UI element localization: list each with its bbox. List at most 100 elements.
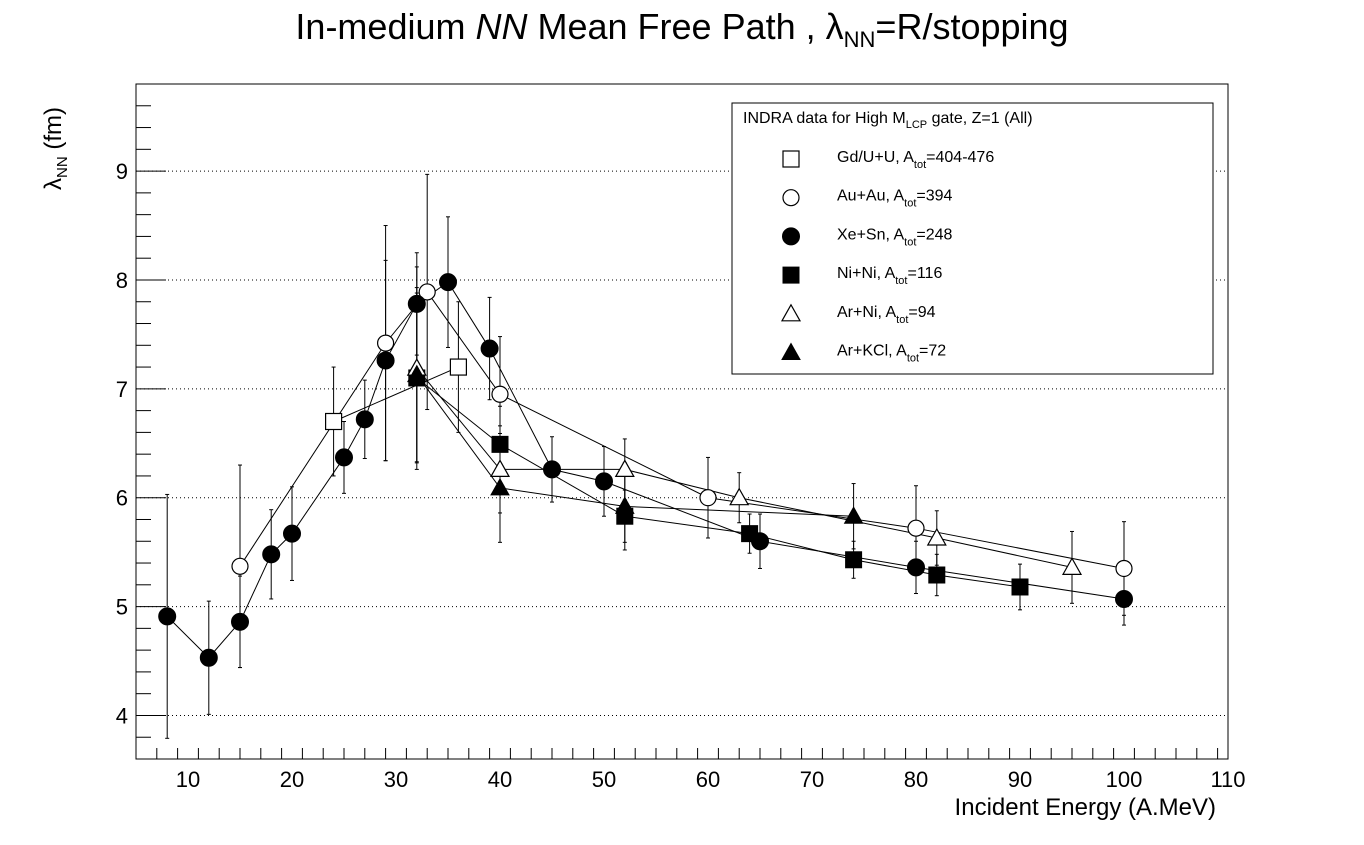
legend-label-value: =94 bbox=[908, 304, 935, 321]
legend-label-xe-sn: Xe+Sn, Atot=248 bbox=[837, 226, 953, 248]
x-tick-label: 10 bbox=[176, 767, 200, 792]
legend-label-value: =72 bbox=[919, 343, 946, 360]
legend-label-text: Gd/U+U, A bbox=[837, 149, 914, 166]
x-axis-label: Incident Energy (A.MeV) bbox=[954, 794, 1216, 821]
title-italic: NN bbox=[475, 6, 528, 47]
legend-label-text: Ar+Ni, A bbox=[837, 304, 896, 321]
y-tick-label: 7 bbox=[116, 377, 128, 402]
axes: 10 20 30 40 50 60 70 80 90 100 110 4 5 6 7 8 9 bbox=[116, 83, 1246, 792]
data-point-xe-sn bbox=[407, 294, 426, 313]
legend-label-ar-kcl: Ar+KCl, Atot=72 bbox=[837, 343, 946, 365]
data-point-ar-ni bbox=[729, 487, 750, 506]
data-point-au-au bbox=[699, 489, 717, 507]
legend-label-gd-u-u: Gd/U+U, Atot=404-476 bbox=[837, 149, 994, 171]
title-prefix: In-medium bbox=[295, 6, 476, 47]
data-point-xe-sn bbox=[1115, 589, 1133, 608]
legend-label-value: =116 bbox=[907, 265, 942, 282]
data-point-au-au bbox=[377, 334, 395, 352]
legend: INDRA data for High MLCP gate, Z=1 (All)… bbox=[731, 102, 1214, 375]
data-point-ni-ni bbox=[491, 435, 509, 453]
legend-header-suffix: gate, Z=1 (All) bbox=[927, 110, 1032, 127]
x-tick-label: 80 bbox=[904, 767, 928, 792]
y-tick-label: 4 bbox=[116, 703, 128, 728]
legend-marker-au-au bbox=[782, 189, 800, 207]
data-point-ni-ni bbox=[928, 566, 946, 584]
series-line-ni-ni bbox=[416, 377, 1021, 588]
y-tick-label: 9 bbox=[116, 159, 128, 184]
legend-label-sub: tot bbox=[907, 353, 919, 365]
legend-label-sub: tot bbox=[896, 314, 908, 326]
data-point-xe-sn bbox=[480, 339, 499, 358]
data-point-xe-sn bbox=[543, 460, 561, 479]
title-lambda: λ bbox=[825, 6, 844, 47]
data-point-ar-kcl bbox=[614, 496, 635, 514]
data-point-gd-u-u bbox=[449, 358, 467, 376]
data-point-ni-ni bbox=[741, 525, 759, 543]
data-point-xe-sn bbox=[231, 612, 249, 631]
data-point-xe-sn bbox=[376, 351, 395, 370]
data-point-xe-sn bbox=[355, 410, 374, 429]
data-point-ar-kcl bbox=[406, 364, 427, 383]
series-line-xe-sn bbox=[166, 281, 1125, 659]
series-line-ar-ni bbox=[416, 367, 1073, 568]
title-middle: Mean Free Path , bbox=[527, 6, 826, 47]
plot-frame bbox=[135, 83, 1229, 760]
legend-box bbox=[731, 102, 1214, 375]
data-point-xe-sn bbox=[335, 448, 353, 467]
data-point-au-au bbox=[1115, 559, 1133, 578]
x-tick-label: 90 bbox=[1008, 767, 1032, 792]
series-line-gd-u-u bbox=[333, 366, 459, 422]
data-points bbox=[158, 273, 1133, 667]
x-tick-label: 70 bbox=[800, 767, 824, 792]
legend-label-sub: tot bbox=[914, 159, 926, 171]
y-tick-label: 6 bbox=[116, 486, 128, 511]
legend-label-sub: tot bbox=[904, 198, 916, 210]
legend-label-ni-ni: Ni+Ni, Atot=116 bbox=[837, 265, 942, 287]
data-point-ni-ni bbox=[1011, 578, 1029, 596]
x-tick-label: 60 bbox=[696, 767, 720, 792]
legend-label-value: =394 bbox=[916, 188, 952, 205]
data-point-xe-sn bbox=[907, 558, 925, 577]
data-point-ar-ni bbox=[489, 459, 511, 478]
x-tick-label: 40 bbox=[488, 767, 512, 792]
data-point-xe-sn bbox=[283, 524, 301, 543]
legend-label-au-au: Au+Au, Atot=394 bbox=[837, 188, 953, 210]
data-point-gd-u-u bbox=[325, 412, 343, 431]
legend-label-text: Xe+Sn, A bbox=[837, 226, 904, 243]
data-point-au-au bbox=[491, 385, 509, 403]
chart-title: In-medium NN Mean Free Path , λNN=R/stop… bbox=[0, 6, 1364, 53]
legend-header: INDRA data for High MLCP gate, Z=1 (All) bbox=[743, 110, 1033, 131]
title-suffix: =R/stopping bbox=[875, 6, 1069, 47]
data-point-ar-kcl bbox=[843, 506, 864, 524]
legend-label-value: =248 bbox=[916, 226, 952, 243]
x-tick-label: 20 bbox=[280, 767, 304, 792]
data-point-ar-kcl bbox=[490, 477, 510, 496]
data-point-xe-sn bbox=[439, 273, 457, 292]
data-point-au-au bbox=[907, 519, 925, 537]
data-point-xe-sn bbox=[199, 648, 218, 667]
legend-label-text: Ni+Ni, A bbox=[837, 265, 896, 282]
legend-label-sub: tot bbox=[904, 236, 916, 248]
title-sub: NN bbox=[843, 27, 876, 52]
x-tick-label: 30 bbox=[384, 767, 408, 792]
y-tick-label: 5 bbox=[116, 595, 128, 620]
legend-marker-ni-ni bbox=[782, 266, 800, 284]
legend-label-value: =404-476 bbox=[926, 149, 994, 166]
data-point-ni-ni bbox=[845, 551, 863, 569]
legend-marker-gd-u-u bbox=[782, 150, 800, 168]
x-tick-label: 50 bbox=[592, 767, 616, 792]
x-tick-label: 110 bbox=[1210, 767, 1245, 792]
series-line-ar-kcl bbox=[416, 374, 854, 517]
legend-header-sub: LCP bbox=[906, 119, 927, 131]
legend-header-text: INDRA data for High M bbox=[743, 110, 906, 127]
data-point-xe-sn bbox=[595, 472, 613, 491]
legend-label-text: Au+Au, A bbox=[837, 188, 904, 205]
data-point-xe-sn bbox=[262, 545, 281, 564]
legend-marker-xe-sn bbox=[782, 227, 800, 246]
y-tick-label: 8 bbox=[116, 268, 128, 293]
legend-marker-ar-kcl bbox=[781, 342, 801, 360]
legend-label-sub: tot bbox=[895, 275, 907, 287]
data-point-au-au bbox=[231, 557, 249, 575]
data-point-ar-ni bbox=[1061, 557, 1083, 575]
